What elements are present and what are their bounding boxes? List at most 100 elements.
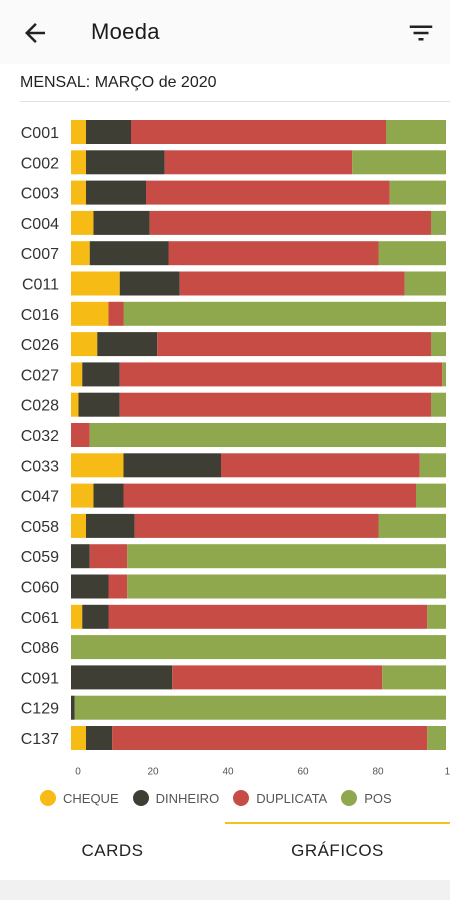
bar-segment-dinheiro[interactable]	[86, 150, 165, 175]
bar-segment-cheque[interactable]	[71, 332, 98, 357]
bar-segment-pos[interactable]	[127, 574, 446, 599]
bar-segment-duplicata[interactable]	[221, 453, 420, 478]
bar-segment-pos[interactable]	[382, 665, 446, 690]
bar-segment-dinheiro[interactable]	[119, 271, 180, 296]
bar-segment-dinheiro[interactable]	[71, 665, 173, 690]
bar-segment-dinheiro[interactable]	[82, 604, 109, 629]
legend-item-pos[interactable]: POS	[341, 790, 392, 806]
category-label: C027	[21, 367, 59, 384]
bar-segment-dinheiro[interactable]	[82, 362, 120, 387]
category-label: C016	[21, 307, 59, 324]
bar-segment-dinheiro[interactable]	[86, 513, 135, 538]
bar-segment-pos[interactable]	[389, 180, 446, 205]
bar-segment-cheque[interactable]	[71, 604, 83, 629]
bar-segment-pos[interactable]	[431, 332, 446, 357]
bar-segment-duplicata[interactable]	[164, 150, 353, 175]
x-tick-label: 0	[75, 766, 81, 777]
legend-label: DINHEIRO	[155, 790, 220, 806]
bar-segment-pos[interactable]	[419, 453, 446, 478]
bar-segment-duplicata[interactable]	[179, 271, 405, 296]
bottom-strip	[0, 880, 450, 900]
bar-segment-pos[interactable]	[404, 271, 446, 296]
bar-segment-dinheiro[interactable]	[78, 392, 120, 417]
bar-segment-pos[interactable]	[127, 544, 446, 569]
period-label: MENSAL: MARÇO de 2020	[20, 74, 217, 91]
bar-segment-duplicata[interactable]	[119, 362, 443, 387]
legend-swatch	[40, 790, 56, 806]
bar-segment-duplicata[interactable]	[157, 332, 431, 357]
bar-segment-dinheiro[interactable]	[86, 726, 113, 750]
category-label: C091	[21, 670, 59, 687]
bar-segment-dinheiro[interactable]	[71, 574, 109, 599]
bar-segment-cheque[interactable]	[71, 483, 94, 508]
bar-segment-duplicata[interactable]	[172, 665, 383, 690]
bar-segment-dinheiro[interactable]	[71, 695, 75, 720]
bar-segment-cheque[interactable]	[71, 513, 86, 538]
bar-segment-duplicata[interactable]	[71, 423, 90, 447]
bar-segment-dinheiro[interactable]	[89, 241, 169, 266]
bar-segment-pos[interactable]	[416, 483, 446, 508]
back-arrow-icon[interactable]	[20, 18, 50, 48]
legend-item-dinheiro[interactable]: DINHEIRO	[132, 790, 220, 806]
x-tick-label: 100	[445, 766, 450, 777]
bar-segment-cheque[interactable]	[71, 271, 120, 296]
category-label: C004	[21, 216, 59, 233]
category-label: C047	[21, 489, 59, 506]
bar-segment-cheque[interactable]	[71, 453, 124, 478]
bar-segment-cheque[interactable]	[71, 210, 94, 235]
bar-segment-pos[interactable]	[431, 210, 446, 235]
bar-segment-duplicata[interactable]	[131, 120, 386, 144]
bar-segment-duplicata[interactable]	[123, 483, 417, 508]
bar-segment-pos[interactable]	[352, 150, 446, 175]
bar-segment-dinheiro[interactable]	[93, 210, 150, 235]
bar-segment-pos[interactable]	[427, 604, 446, 629]
bar-segment-dinheiro[interactable]	[123, 453, 222, 478]
bar-segment-duplicata[interactable]	[108, 574, 128, 599]
category-label: C033	[21, 458, 59, 475]
bar-segment-pos[interactable]	[378, 513, 447, 538]
bar-segment-duplicata[interactable]	[89, 544, 128, 569]
category-label: C059	[21, 549, 59, 566]
bar-segment-duplicata[interactable]	[119, 392, 431, 417]
bar-segment-duplicata[interactable]	[108, 604, 428, 629]
bar-segment-cheque[interactable]	[71, 120, 86, 144]
bar-segment-duplicata[interactable]	[112, 726, 428, 750]
bar-segment-duplicata[interactable]	[134, 513, 379, 538]
bar-segment-cheque[interactable]	[71, 301, 109, 326]
bar-segment-dinheiro[interactable]	[71, 544, 90, 569]
bar-segment-dinheiro[interactable]	[86, 120, 131, 144]
bar-segment-cheque[interactable]	[71, 241, 90, 266]
bar-segment-cheque[interactable]	[71, 150, 86, 175]
bar-segment-pos[interactable]	[427, 726, 446, 750]
legend-item-cheque[interactable]: CHEQUE	[40, 790, 119, 806]
bar-segment-pos[interactable]	[386, 120, 446, 144]
bar-segment-duplicata[interactable]	[108, 301, 124, 326]
bar-segment-dinheiro[interactable]	[97, 332, 158, 357]
bar-segment-pos[interactable]	[442, 362, 446, 387]
active-tab-indicator	[225, 822, 450, 824]
category-label: C003	[21, 186, 59, 203]
legend-item-duplicata[interactable]: DUPLICATA	[233, 790, 327, 806]
bar-segment-pos[interactable]	[123, 301, 447, 326]
bar-segment-pos[interactable]	[89, 423, 446, 447]
legend-label: DUPLICATA	[256, 790, 328, 806]
bar-segment-pos[interactable]	[74, 695, 446, 720]
bar-segment-duplicata[interactable]	[146, 180, 390, 205]
bar-segment-cheque[interactable]	[71, 726, 86, 750]
bar-segment-pos[interactable]	[378, 241, 447, 266]
bar-segment-pos[interactable]	[431, 392, 446, 417]
bar-segment-cheque[interactable]	[71, 392, 79, 417]
x-tick-label: 80	[372, 766, 384, 777]
bar-segment-duplicata[interactable]	[168, 241, 379, 266]
bar-segment-dinheiro[interactable]	[86, 180, 146, 205]
tab-graficos[interactable]: GRÁFICOS	[291, 841, 384, 860]
page-title: Moeda	[91, 19, 160, 44]
stacked-bar-chart: C001 C002 C003 C004 C007 C011 C016 C026 C027 C028…	[21, 120, 450, 777]
bar-segment-duplicata[interactable]	[149, 210, 431, 235]
tab-cards[interactable]: CARDS	[81, 841, 144, 860]
bar-segment-cheque[interactable]	[71, 180, 86, 205]
filter-icon[interactable]	[406, 18, 436, 48]
bar-segment-dinheiro[interactable]	[93, 483, 124, 508]
bar-segment-pos[interactable]	[71, 635, 446, 660]
bar-segment-cheque[interactable]	[71, 362, 83, 387]
